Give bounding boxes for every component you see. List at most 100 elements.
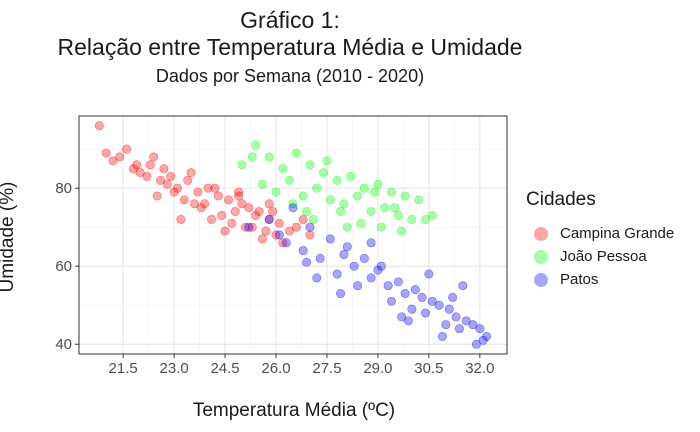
point-patos: [475, 324, 485, 334]
point-campina-grande: [179, 195, 189, 205]
point-patos: [302, 257, 312, 267]
point-patos: [393, 277, 403, 287]
point-joao-pessoa: [427, 210, 437, 220]
point-campina-grande: [264, 199, 274, 209]
point-campina-grande: [94, 121, 104, 131]
point-patos: [387, 296, 397, 306]
x-axis: 21.5 23.0 24.5 26.0 27.5 29.0 30.5 32.0: [109, 354, 494, 377]
point-patos: [312, 273, 322, 283]
point-patos: [434, 300, 444, 310]
point-joao-pessoa: [346, 171, 356, 181]
point-joao-pessoa: [257, 179, 267, 189]
point-campina-grande: [108, 156, 118, 166]
legend-label: João Pessoa: [560, 248, 647, 265]
point-joao-pessoa: [319, 168, 329, 178]
point-campina-grande: [169, 187, 179, 197]
point-joao-pessoa: [380, 203, 390, 213]
point-patos: [353, 281, 363, 291]
point-joao-pessoa: [390, 203, 400, 213]
y-tick-label: 40: [55, 336, 72, 353]
point-patos: [437, 331, 447, 341]
legend: Cidades Campina Grande João Pessoa Patos: [526, 189, 674, 291]
y-tick-label: 60: [55, 258, 72, 275]
point-campina-grande: [227, 218, 237, 228]
point-patos: [244, 222, 254, 232]
point-campina-grande: [220, 226, 230, 236]
point-patos: [424, 269, 434, 279]
legend-key: [534, 272, 548, 287]
y-tick-label: 80: [55, 180, 72, 197]
point-patos: [339, 250, 349, 260]
point-joao-pessoa: [407, 214, 417, 224]
point-patos: [407, 304, 417, 314]
x-tick-label: 24.5: [210, 360, 239, 377]
point-patos: [461, 316, 471, 326]
point-joao-pessoa: [271, 187, 281, 197]
point-patos: [383, 281, 393, 291]
point-patos: [451, 312, 461, 322]
point-campina-grande: [268, 207, 278, 217]
point-campina-grande: [196, 203, 206, 213]
point-patos: [403, 316, 413, 326]
point-joao-pessoa: [356, 218, 366, 228]
point-joao-pessoa: [312, 183, 322, 193]
point-joao-pessoa: [322, 156, 332, 166]
point-campina-grande: [183, 175, 193, 185]
point-campina-grande: [152, 191, 162, 201]
point-campina-grande: [122, 144, 132, 154]
point-patos: [478, 335, 488, 345]
point-patos: [281, 238, 291, 248]
chart-title: Gráfico 1:: [240, 7, 340, 33]
point-campina-grande: [193, 187, 203, 197]
point-joao-pessoa: [342, 222, 352, 232]
point-patos: [336, 289, 346, 299]
point-patos: [274, 230, 284, 240]
point-joao-pessoa: [308, 214, 318, 224]
chart-title-line2: Relação entre Temperatura Média e Umidad…: [57, 34, 523, 60]
legend-label: Campina Grande: [560, 225, 675, 242]
point-patos: [471, 339, 481, 349]
point-campina-grande: [186, 168, 196, 178]
point-campina-grande: [285, 226, 295, 236]
point-patos: [373, 265, 383, 275]
point-patos: [441, 320, 451, 330]
legend-item-joao-pessoa: João Pessoa: [526, 245, 674, 268]
point-patos: [359, 253, 369, 263]
point-patos: [349, 261, 359, 271]
point-campina-grande: [166, 171, 176, 181]
point-campina-grande: [234, 191, 244, 201]
legend-item-campina-grande: Campina Grande: [526, 222, 674, 245]
point-campina-grande: [271, 230, 281, 240]
point-campina-grande: [244, 203, 254, 213]
point-patos: [315, 253, 325, 263]
panel-border: [78, 115, 508, 355]
point-joao-pessoa: [397, 226, 407, 236]
point-joao-pessoa: [325, 195, 335, 205]
point-patos: [397, 312, 407, 322]
point-campina-grande: [230, 207, 240, 217]
point-campina-grande: [213, 191, 223, 201]
point-joao-pessoa: [264, 152, 274, 162]
point-patos: [468, 320, 478, 330]
legend-title: Cidades: [526, 189, 596, 210]
legend-label: Patos: [560, 271, 599, 288]
point-campina-grande: [274, 218, 284, 228]
x-tick-label: 27.5: [312, 360, 341, 377]
point-joao-pessoa: [302, 207, 312, 217]
point-joao-pessoa: [370, 187, 380, 197]
legend-key: [534, 249, 548, 264]
legend-item-patos: Patos: [526, 268, 674, 291]
point-campina-grande: [240, 222, 250, 232]
chart-subtitle: Dados por Semana (2010 - 2020): [155, 66, 425, 86]
point-campina-grande: [251, 210, 261, 220]
data-points: [94, 121, 492, 349]
point-patos: [454, 324, 464, 334]
point-joao-pessoa: [247, 152, 257, 162]
point-joao-pessoa: [278, 164, 288, 174]
point-joao-pessoa: [251, 140, 261, 150]
point-joao-pessoa: [359, 183, 369, 193]
point-joao-pessoa: [336, 207, 346, 217]
point-patos: [305, 222, 315, 232]
point-joao-pessoa: [393, 210, 403, 220]
point-campina-grande: [217, 210, 227, 220]
